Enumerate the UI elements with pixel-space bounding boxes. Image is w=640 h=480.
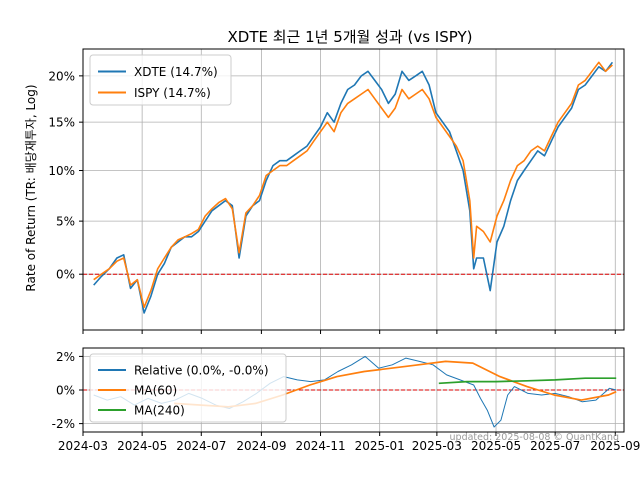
y-tick-label: 20%: [48, 69, 75, 83]
y-tick-label: 0%: [56, 268, 75, 282]
x-tick-label: 2025-03: [412, 439, 462, 453]
x-tick-label: 2024-05: [117, 439, 167, 453]
legend-entry: MA(240): [134, 404, 185, 418]
x-tick-label: 2025-01: [355, 439, 405, 453]
y-tick-label: 0%: [56, 384, 75, 398]
relative-x-ticks: 2024-03 2024-05 2024-07 2024-09 2024-11 2025-…: [58, 432, 640, 453]
main-y-ticks: 0% 5% 10% 15% 20%: [48, 69, 83, 282]
x-tick-label: 2024-09: [236, 439, 286, 453]
series-line-ispy: [93, 61, 613, 309]
x-tick-label: 2025-07: [530, 439, 580, 453]
x-tick-label: 2024-03: [58, 439, 108, 453]
y-tick-label: 2%: [56, 350, 75, 364]
x-tick-label: 2025-05: [471, 439, 521, 453]
y-tick-label: 5%: [56, 215, 75, 229]
x-tick-label: 2024-11: [295, 439, 345, 453]
main-y-axis-label: Rate of Return (TR: 배당재투자, Log): [24, 84, 38, 291]
x-tick-label: 2025-09: [590, 439, 640, 453]
legend-entry: XDTE (14.7%): [134, 65, 218, 79]
main-axes-frame: [82, 48, 625, 331]
legend-entry: MA(60): [134, 384, 177, 398]
relative-chart: -2%0%2% 2024-03 2024-05 2024-07 2024-09 2024…: [52, 347, 640, 453]
series-line-ma240: [438, 377, 617, 385]
y-tick-label: 10%: [48, 164, 75, 178]
x-tick-label: 2024-07: [176, 439, 226, 453]
main-legend: XDTE (14.7%) ISPY (14.7%): [89, 54, 232, 106]
y-tick-label: 15%: [48, 116, 75, 130]
main-chart: 0% 5% 10% 15% 20% Rate of Return (TR: 배당재투자,…: [24, 48, 625, 334]
relative-y-ticks: -2% 0% 2%: [52, 350, 83, 431]
update-annotation: updated: 2025-08-08 © QuantKang: [450, 432, 619, 443]
relative-legend: Relative (0.0%, -0.0%) MA(60) MA(240): [89, 353, 287, 423]
legend-entry: Relative (0.0%, -0.0%): [134, 364, 269, 378]
legend-entry: ISPY (14.7%): [134, 86, 211, 100]
legend-box: [89, 353, 287, 423]
y-tick-label: -2%: [52, 417, 75, 431]
main-chart-title: XDTE 최근 1년 5개월 성과 (vs ISPY): [228, 28, 473, 46]
main-series-lines: [93, 61, 614, 314]
main-x-ticks: [82, 330, 616, 334]
